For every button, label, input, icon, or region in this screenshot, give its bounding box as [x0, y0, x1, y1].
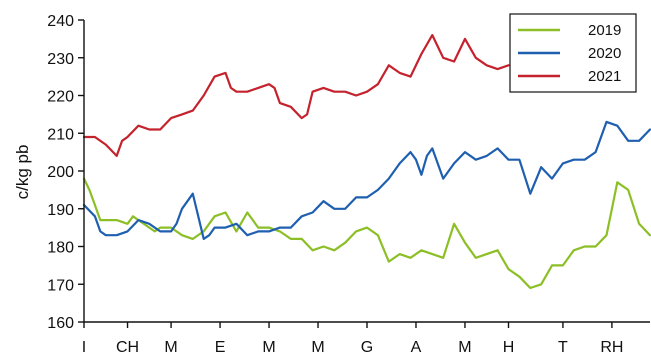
x-tick-label: M — [311, 339, 324, 356]
x-tick-label: RH — [600, 339, 623, 356]
y-tick-label: 210 — [47, 126, 74, 143]
x-tick-label: H — [503, 339, 515, 356]
series-line-2020 — [82, 120, 651, 240]
legend-label: 2021 — [588, 68, 621, 85]
x-tick-label: G — [361, 339, 373, 356]
x-axis: I CH M E M M G A M H T RH — [82, 322, 623, 356]
y-tick-label: 190 — [47, 202, 74, 219]
series-line-2021 — [82, 33, 510, 157]
y-tick-label: 170 — [47, 277, 74, 294]
y-tick-label: 180 — [47, 240, 74, 257]
y-tick-label: 230 — [47, 51, 74, 68]
y-tick-label: 220 — [47, 89, 74, 106]
x-tick-label: E — [215, 339, 226, 356]
y-axis-title: c/kg pb — [13, 145, 32, 200]
x-tick-label: M — [262, 339, 275, 356]
plot-area — [82, 33, 651, 290]
y-tick-label: 200 — [47, 164, 74, 181]
y-tick-label: 160 — [47, 315, 74, 332]
legend-label: 2019 — [588, 22, 621, 39]
x-tick-label: M — [164, 339, 177, 356]
y-tick-label: 240 — [47, 13, 74, 30]
y-axis: 160 170 180 190 200 210 220 230 240 — [47, 13, 84, 332]
x-tick-label: I — [82, 339, 86, 356]
x-tick-label: CH — [116, 339, 139, 356]
x-tick-label: T — [558, 339, 568, 356]
x-tick-label: M — [458, 339, 471, 356]
legend: 2019 2020 2021 — [509, 13, 637, 93]
series-line-2019 — [82, 177, 651, 290]
legend-label: 2020 — [588, 45, 621, 62]
x-tick-label: A — [411, 339, 422, 356]
